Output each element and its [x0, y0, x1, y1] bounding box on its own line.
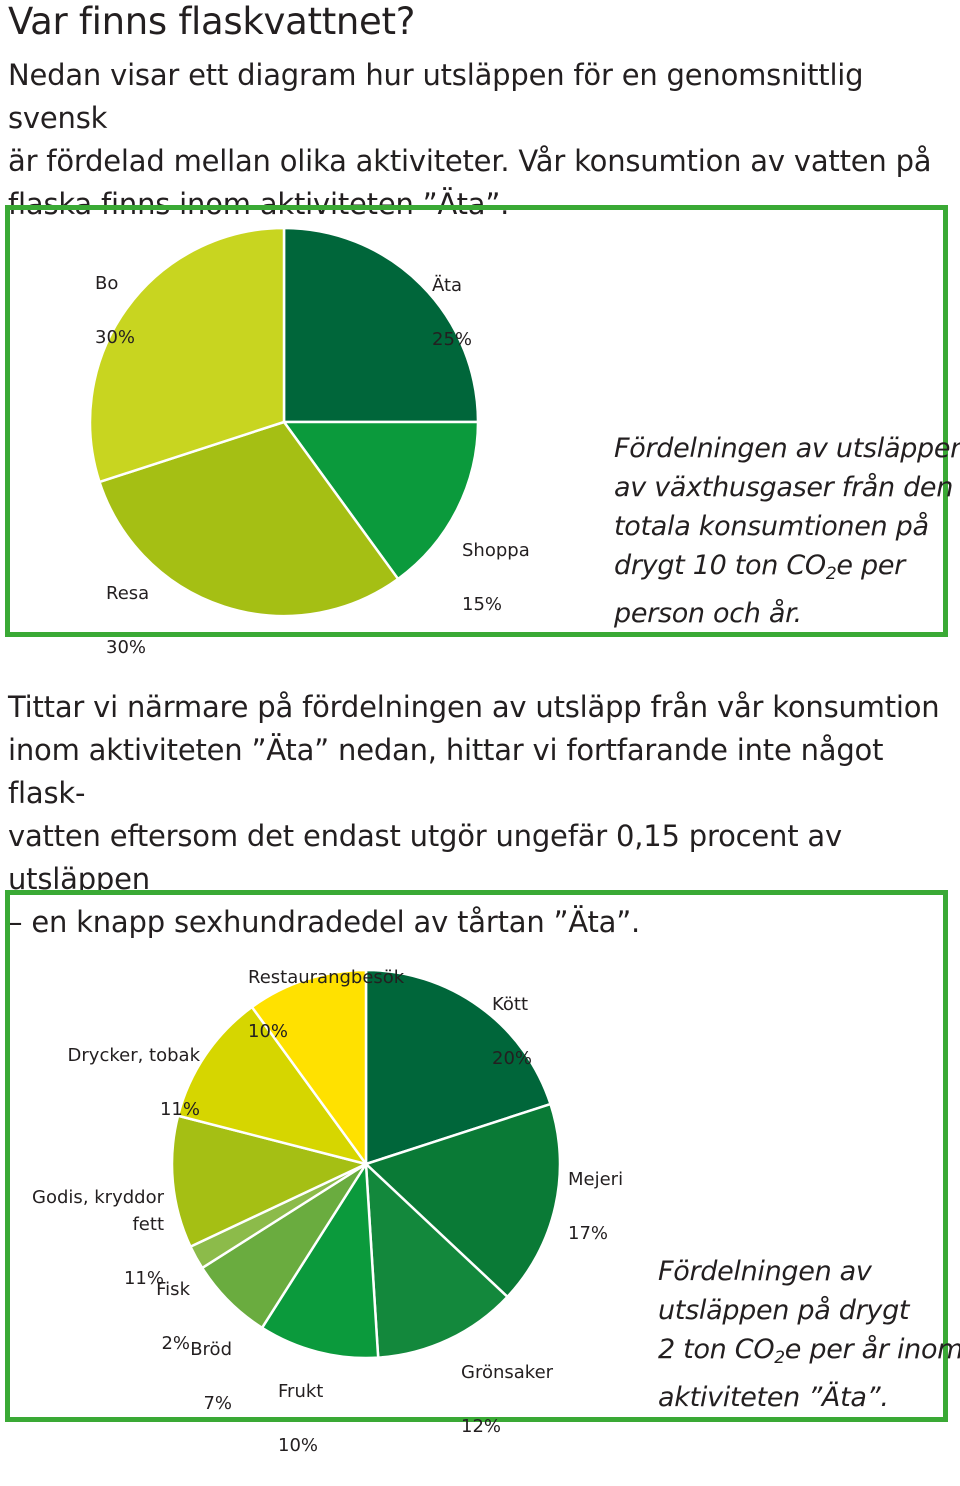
pie-slice-kott: [364, 968, 552, 1166]
chart1-caption-line4: drygt 10 ton CO2e per: [614, 546, 960, 594]
chart2-caption-line2: utsläppen på drygt: [658, 1295, 910, 1326]
label-gronsaker-name: Grönsaker: [461, 1362, 554, 1383]
label-bo-value: 30%: [95, 327, 136, 348]
label-drycker-value: 11%: [159, 1099, 200, 1120]
label-ata-value: 25%: [432, 329, 473, 350]
chart1-caption-per: e per: [836, 550, 905, 581]
chart1-caption-line1: Fördelningen av utsläppen: [614, 433, 960, 464]
label-kott-value: 20%: [492, 1048, 533, 1069]
label-fisk-value: 2%: [161, 1333, 190, 1354]
label-mejeri-name: Mejeri: [568, 1169, 624, 1190]
label-restaurang: Restaurangbesök 10%: [248, 937, 404, 1072]
label-restaurang-value: 10%: [248, 1021, 289, 1042]
chart1-caption-co2: drygt 10 ton CO: [614, 550, 826, 581]
label-resa-value: 30%: [106, 637, 147, 658]
label-frukt-value: 10%: [278, 1435, 319, 1456]
chart2-caption: Fördelningen av utsläppen på drygt 2 ton…: [658, 1252, 960, 1417]
label-godis-name: Godis, kryddor fett: [32, 1187, 164, 1235]
pie-slice-bo: [88, 226, 286, 484]
chart2-caption-per: e per år inom: [784, 1334, 960, 1365]
label-kott: Kött 20%: [492, 964, 532, 1099]
middle-paragraph: Tittar vi närmare på fördelningen av uts…: [8, 690, 940, 939]
chart-box-food: [5, 890, 948, 1422]
pie-slice-frukt: [260, 1162, 380, 1360]
label-mejeri-value: 17%: [568, 1223, 609, 1244]
label-frukt: Frukt 10%: [278, 1351, 323, 1486]
label-brod-name: Bröd: [190, 1339, 232, 1360]
label-frukt-name: Frukt: [278, 1381, 324, 1402]
page-title: Var finns flaskvattnet?: [8, 0, 416, 43]
label-kott-name: Kött: [492, 994, 529, 1015]
chart2-caption-co2: 2 ton CO: [658, 1334, 775, 1365]
label-shoppa-value: 15%: [462, 594, 503, 615]
label-shoppa: Shoppa 15%: [462, 510, 530, 645]
label-restaurang-name: Restaurangbesök: [248, 967, 405, 988]
chart1-caption: Fördelningen av utsläppen av växthusgase…: [614, 429, 960, 633]
pie-slice-restaurangbesok: [250, 968, 368, 1166]
intro-paragraph: Nedan visar ett diagram hur utsläppen fö…: [8, 58, 932, 221]
label-drycker: Drycker, tobak 11%: [60, 1015, 200, 1150]
label-resa-name: Resa: [106, 583, 150, 604]
chart2-caption-line1: Fördelningen av: [658, 1256, 872, 1287]
label-gronsaker-value: 12%: [461, 1416, 502, 1437]
pie-slice-gronsaker: [364, 1162, 509, 1359]
chart2-caption-sub: 2: [774, 1348, 785, 1368]
label-gronsaker: Grönsaker 12%: [461, 1332, 553, 1467]
chart1-caption-line5: person och år.: [614, 598, 802, 629]
label-resa: Resa 30%: [106, 553, 149, 688]
chart2-caption-line4: aktiviteten ”Äta”.: [658, 1382, 889, 1413]
pie-slice-mejeri: [364, 1102, 562, 1299]
label-fisk: Fisk 2%: [120, 1249, 190, 1384]
label-fisk-name: Fisk: [156, 1279, 190, 1300]
pie-slice-godis-kryddor-fett: [170, 1114, 368, 1248]
pie-chart-consumption: [88, 226, 480, 618]
label-ata: Äta 25%: [432, 245, 472, 380]
pie-slice-shoppa: [282, 420, 480, 581]
chart1-caption-line3: totala konsumtionen på: [614, 511, 929, 542]
pie-slice-drycker-tobak: [176, 1005, 368, 1166]
chart2-caption-line3: 2 ton CO2e per år inom: [658, 1330, 960, 1378]
chart1-caption-sub: 2: [825, 564, 837, 584]
pie-slice-ata: [282, 226, 480, 424]
label-mejeri: Mejeri 17%: [568, 1139, 623, 1274]
pie-slice-resa: [98, 420, 400, 618]
label-brod: Bröd 7%: [160, 1309, 232, 1444]
chart-box-consumption: [5, 205, 948, 637]
label-shoppa-name: Shoppa: [462, 540, 530, 561]
chart1-caption-line2: av växthusgaser från den: [614, 472, 954, 503]
pie-chart-food: [170, 968, 562, 1360]
label-brod-value: 7%: [203, 1393, 232, 1414]
label-godis-value: 11%: [123, 1268, 164, 1289]
label-ata-name: Äta: [432, 275, 463, 296]
label-bo-name: Bo: [95, 273, 119, 294]
label-godis: Godis, kryddor fett 11%: [20, 1157, 164, 1319]
label-drycker-name: Drycker, tobak: [67, 1045, 200, 1066]
label-bo: Bo 30%: [95, 243, 135, 378]
